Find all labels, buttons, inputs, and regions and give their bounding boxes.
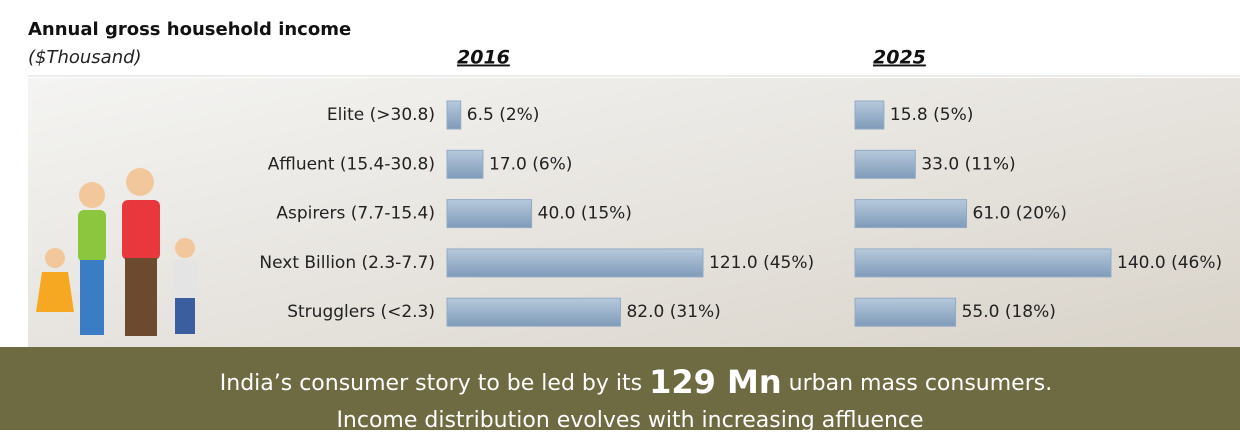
bar	[446, 248, 704, 278]
bar	[446, 100, 462, 130]
banner-text: urban mass consumers.	[789, 371, 1053, 396]
value-label: 55.0 (18%)	[962, 302, 1056, 322]
bar	[854, 100, 885, 130]
photo-bg	[28, 78, 1240, 348]
category-label: Next Billion (2.3-7.7)	[259, 253, 435, 273]
value-label: 121.0 (45%)	[709, 253, 814, 273]
category-label: Elite (>30.8)	[327, 105, 435, 125]
value-label: 140.0 (46%)	[1117, 253, 1222, 273]
banner	[0, 347, 1240, 430]
banner-line1: India’s consumer story to be led by its …	[220, 363, 1052, 401]
bar	[854, 199, 968, 229]
banner-line2: Income distribution evolves with increas…	[336, 408, 923, 430]
bar	[854, 248, 1112, 278]
value-label: 6.5 (2%)	[467, 105, 540, 125]
bar	[446, 149, 484, 179]
chart-subtitle: ($Thousand)	[28, 47, 142, 68]
panel-title: 2016	[457, 47, 510, 69]
panel-title: 2025	[873, 47, 926, 69]
bar	[446, 199, 533, 229]
bar	[854, 297, 957, 327]
value-label: 82.0 (31%)	[626, 302, 720, 322]
category-label: Affluent (15.4-30.8)	[268, 154, 435, 174]
family-illustration	[36, 168, 197, 336]
value-label: 17.0 (6%)	[489, 154, 572, 174]
banner-text: India’s consumer story to be led by its	[220, 371, 642, 396]
value-label: 61.0 (20%)	[973, 204, 1067, 224]
category-label: Strugglers (<2.3)	[287, 302, 435, 322]
chart-title: Annual gross household income	[28, 19, 351, 40]
category-label: Aspirers (7.7-15.4)	[276, 204, 435, 224]
bar	[854, 149, 916, 179]
value-label: 15.8 (5%)	[890, 105, 974, 125]
value-label: 33.0 (11%)	[921, 154, 1015, 174]
value-label: 40.0 (15%)	[538, 204, 632, 224]
banner-highlight: 129 Mn	[649, 363, 782, 401]
bar	[446, 297, 621, 327]
